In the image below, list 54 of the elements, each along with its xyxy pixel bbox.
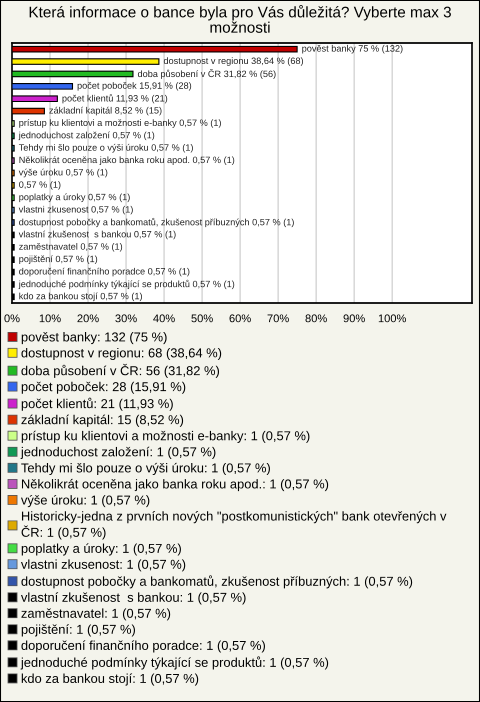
data-label: Několikrát oceněna jako banka roku apod. 0,57 % (1) [19,156,234,165]
data-label: 0,57 % (1) [19,181,60,190]
x-tick-label: 30% [115,314,137,322]
legend-label: pojištění: 1 (0,57 %) [22,624,135,636]
data-label: jednoduché podmínky týkající se produktů 0,57 % (1) [18,280,234,290]
data-label: vlastní zkušenost s bankou 0,57 % (1) [18,230,176,240]
data-label: doba působení v ČR 31,82 % (56) [138,68,276,79]
data-label: výše úroku 0,57 % (1) [18,168,108,178]
data-label: počet poboček 15,91 % (28) [78,82,192,91]
legend-label: doporučení finančního poradce: 1 (0,57 %) [21,640,265,653]
data-label: Tehdy mi šlo pouze o výši úroku 0,57 % (1) [18,144,193,153]
legend-label: jednoduché podmínky týkající se produktů: 1 (0,57 %) [20,656,328,670]
data-label: dostupnost v regionu 38,64 % (68) [164,57,304,66]
legend-label: vlastní zkušenost s bankou: 1 (0,57 %) [20,592,246,604]
data-label: základní kapitál 8,52 % (15) [49,106,162,116]
legend-label: dostupnost v regionu: 68 (38,64 %) [21,348,222,360]
x-tick-label: 80% [305,314,327,322]
legend-label: výše úroku: 1 (0,57 %) [20,494,150,508]
data-label: pověst banky 75 % (132) [302,44,403,54]
data-label: prístup ku klientovi a možnosti e-banky 0,57 % (1) [19,119,221,128]
data-label: poplatky a úroky 0,57 % (1) [19,193,130,202]
data-label: pojištění 0,57 % (1) [19,255,98,264]
legend-label: Několikrát oceněna jako banka roku apod.: 1 (0,57 %) [22,478,328,492]
legend-label: kdo za bankou stojí: 1 (0,57 %) [22,673,198,686]
x-tick-label: 70% [268,314,289,322]
legend-label: Tehdy mi šlo pouze o výši úroku: 1 (0,57 %) [21,462,270,476]
x-tick-label: 60% [230,314,251,322]
legend-label: vlastni zkusenost: 1 (0,57 %) [20,559,186,572]
legend-label: Historicky-jedna z prvních nových "postkomunistických" bank otevřených v ČR: 1 (0,57 %) [22,511,446,540]
chart-title: Která informace o bance byla pro Vás důležitá? Vyberte max 3 možnosti [30,5,451,33]
data-label: dostupnost pobočky a bankomatů, zkušenost příbuzných 0,57 % (1) [19,218,294,228]
data-label: zaměstnavatel 0,57 % (1) [19,242,122,252]
x-tick-label: 20% [77,314,99,322]
legend-label: základní kapitál: 15 (8,52 %) [21,414,184,427]
data-label: kdo za bankou stojí 0,57 % (1) [19,292,142,302]
x-tick-label: 90% [344,314,365,322]
data-label: vlastni zkusenost 0,57 % (1) [18,206,133,214]
x-tick-label: 40% [153,314,175,322]
legend-label: počet klientů: 21 (11,93 %) [22,398,173,411]
legend-label: počet poboček: 28 (15,91 %) [22,382,186,394]
data-label: počet klientů 11,93 % (21) [62,94,168,104]
legend-label: prístup ku klientovi a možnosti e-banky: 1 (0,57 %) [22,430,310,443]
data-label: doporučení finančního poradce 0,57 % (1) [19,268,190,276]
x-tick-label: 100% [378,314,406,322]
data-label: jednoduchost založení 0,57 % (1) [18,132,154,140]
legend-label: dostupnost pobočky a bankomatů, zkušenost příbuzných: 1 (0,57 %) [21,575,412,588]
legend-label: zaměstnavatel: 1 (0,57 %) [21,608,170,620]
legend-label: jednoduchost založení: 1 (0,57 %) [20,446,216,459]
legend-label: pověst banky: 132 (75 %) [22,332,167,344]
legend-label: poplatky a úroky: 1 (0,57 %) [22,543,181,556]
x-tick-label: 0% [4,314,20,322]
x-tick-label: 10% [40,314,61,322]
legend-label: doba působení v ČR: 56 (31,82 %) [21,364,220,378]
x-tick-label: 50% [191,314,213,322]
